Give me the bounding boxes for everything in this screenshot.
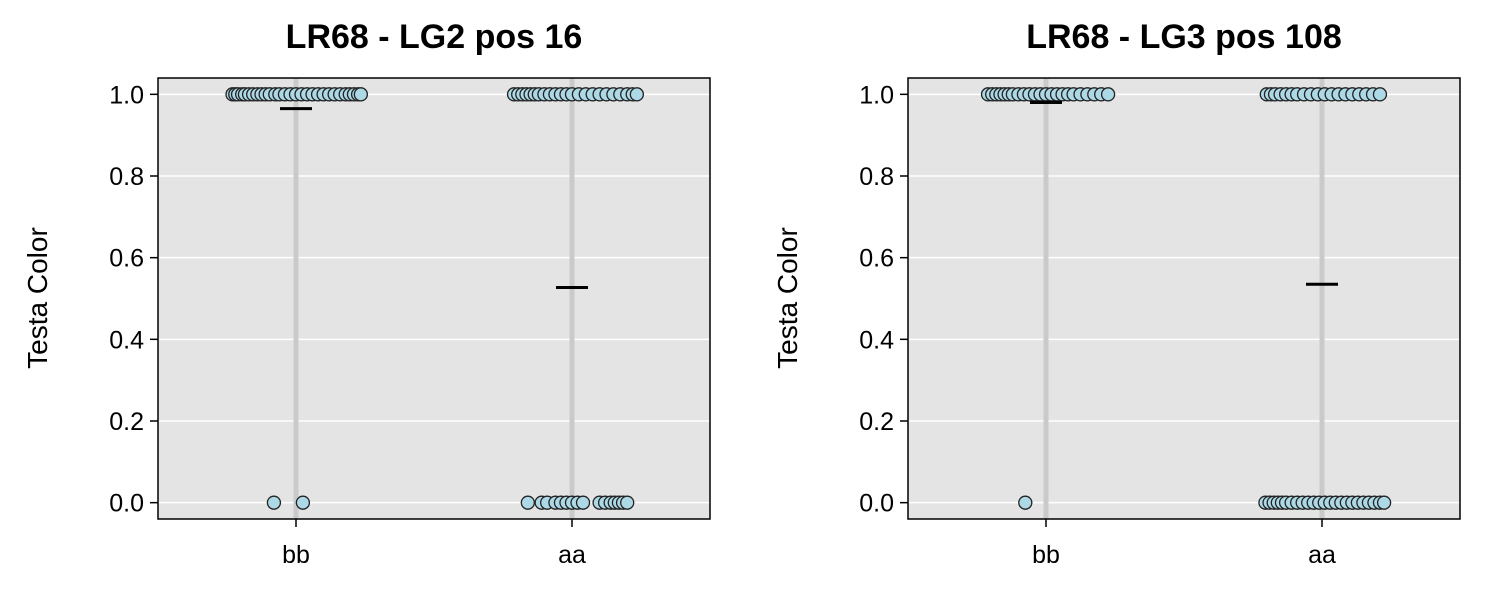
y-tick-label: 0.4 — [859, 326, 894, 354]
y-tick-label: 0.2 — [109, 408, 144, 436]
plot-background — [158, 78, 710, 519]
data-point — [295, 495, 311, 510]
plot-area: 0.0 0.2 0.4 0.6 0.8 1.0 bb aa — [109, 77, 711, 569]
y-tick-label: 0.4 — [109, 326, 144, 354]
chart-panel-lg3: LR68 - LG3 pos 108 Testa Color 0.0 0.2 0.4… — [750, 0, 1500, 600]
plot-background — [908, 78, 1460, 519]
data-point — [353, 87, 369, 102]
y-tick-label: 0.0 — [109, 490, 144, 518]
data-point — [1376, 495, 1392, 510]
x-tick-label: aa — [1308, 541, 1336, 569]
x-tick-label: bb — [282, 541, 310, 569]
y-tick-label: 0.2 — [859, 408, 894, 436]
data-point — [520, 495, 535, 510]
y-tick-label: 1.0 — [859, 81, 894, 109]
data-point — [1372, 87, 1388, 102]
data-point — [1018, 495, 1033, 510]
chart-title: LR68 - LG2 pos 16 — [285, 18, 583, 56]
data-point — [629, 87, 645, 102]
data-point — [1100, 87, 1116, 102]
chart-title: LR68 - LG3 pos 108 — [1026, 18, 1342, 56]
data-point — [266, 495, 282, 510]
y-tick-label: 0.6 — [859, 245, 894, 273]
x-tick-label: bb — [1032, 541, 1060, 569]
plot-border — [907, 77, 1461, 520]
x-tick-label: aa — [558, 541, 586, 569]
plot-area: 0.0 0.2 0.4 0.6 0.8 1.0 bb aa — [859, 77, 1461, 569]
data-point — [575, 495, 591, 510]
y-tick-label: 0.6 — [109, 245, 144, 273]
y-tick-label: 0.8 — [859, 163, 894, 191]
y-tick-label: 0.8 — [109, 163, 144, 191]
chart-panel-lg2: LR68 - LG2 pos 16 Testa Color 0.0 0.2 0.4 0… — [22, 18, 711, 569]
y-tick-label: 0.0 — [859, 490, 894, 518]
data-point — [620, 495, 635, 510]
y-tick-label: 1.0 — [109, 81, 144, 109]
plot-border — [157, 77, 711, 520]
